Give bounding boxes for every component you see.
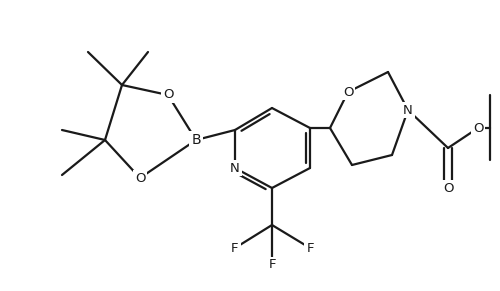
Text: O: O	[443, 182, 453, 194]
Text: N: N	[230, 162, 240, 175]
Text: F: F	[268, 258, 276, 272]
Text: O: O	[163, 88, 173, 102]
Text: O: O	[473, 122, 483, 134]
Text: N: N	[403, 104, 413, 116]
Text: F: F	[306, 242, 314, 255]
Text: B: B	[191, 133, 201, 147]
Text: O: O	[343, 86, 353, 98]
Text: O: O	[135, 171, 145, 184]
Text: F: F	[231, 242, 239, 255]
